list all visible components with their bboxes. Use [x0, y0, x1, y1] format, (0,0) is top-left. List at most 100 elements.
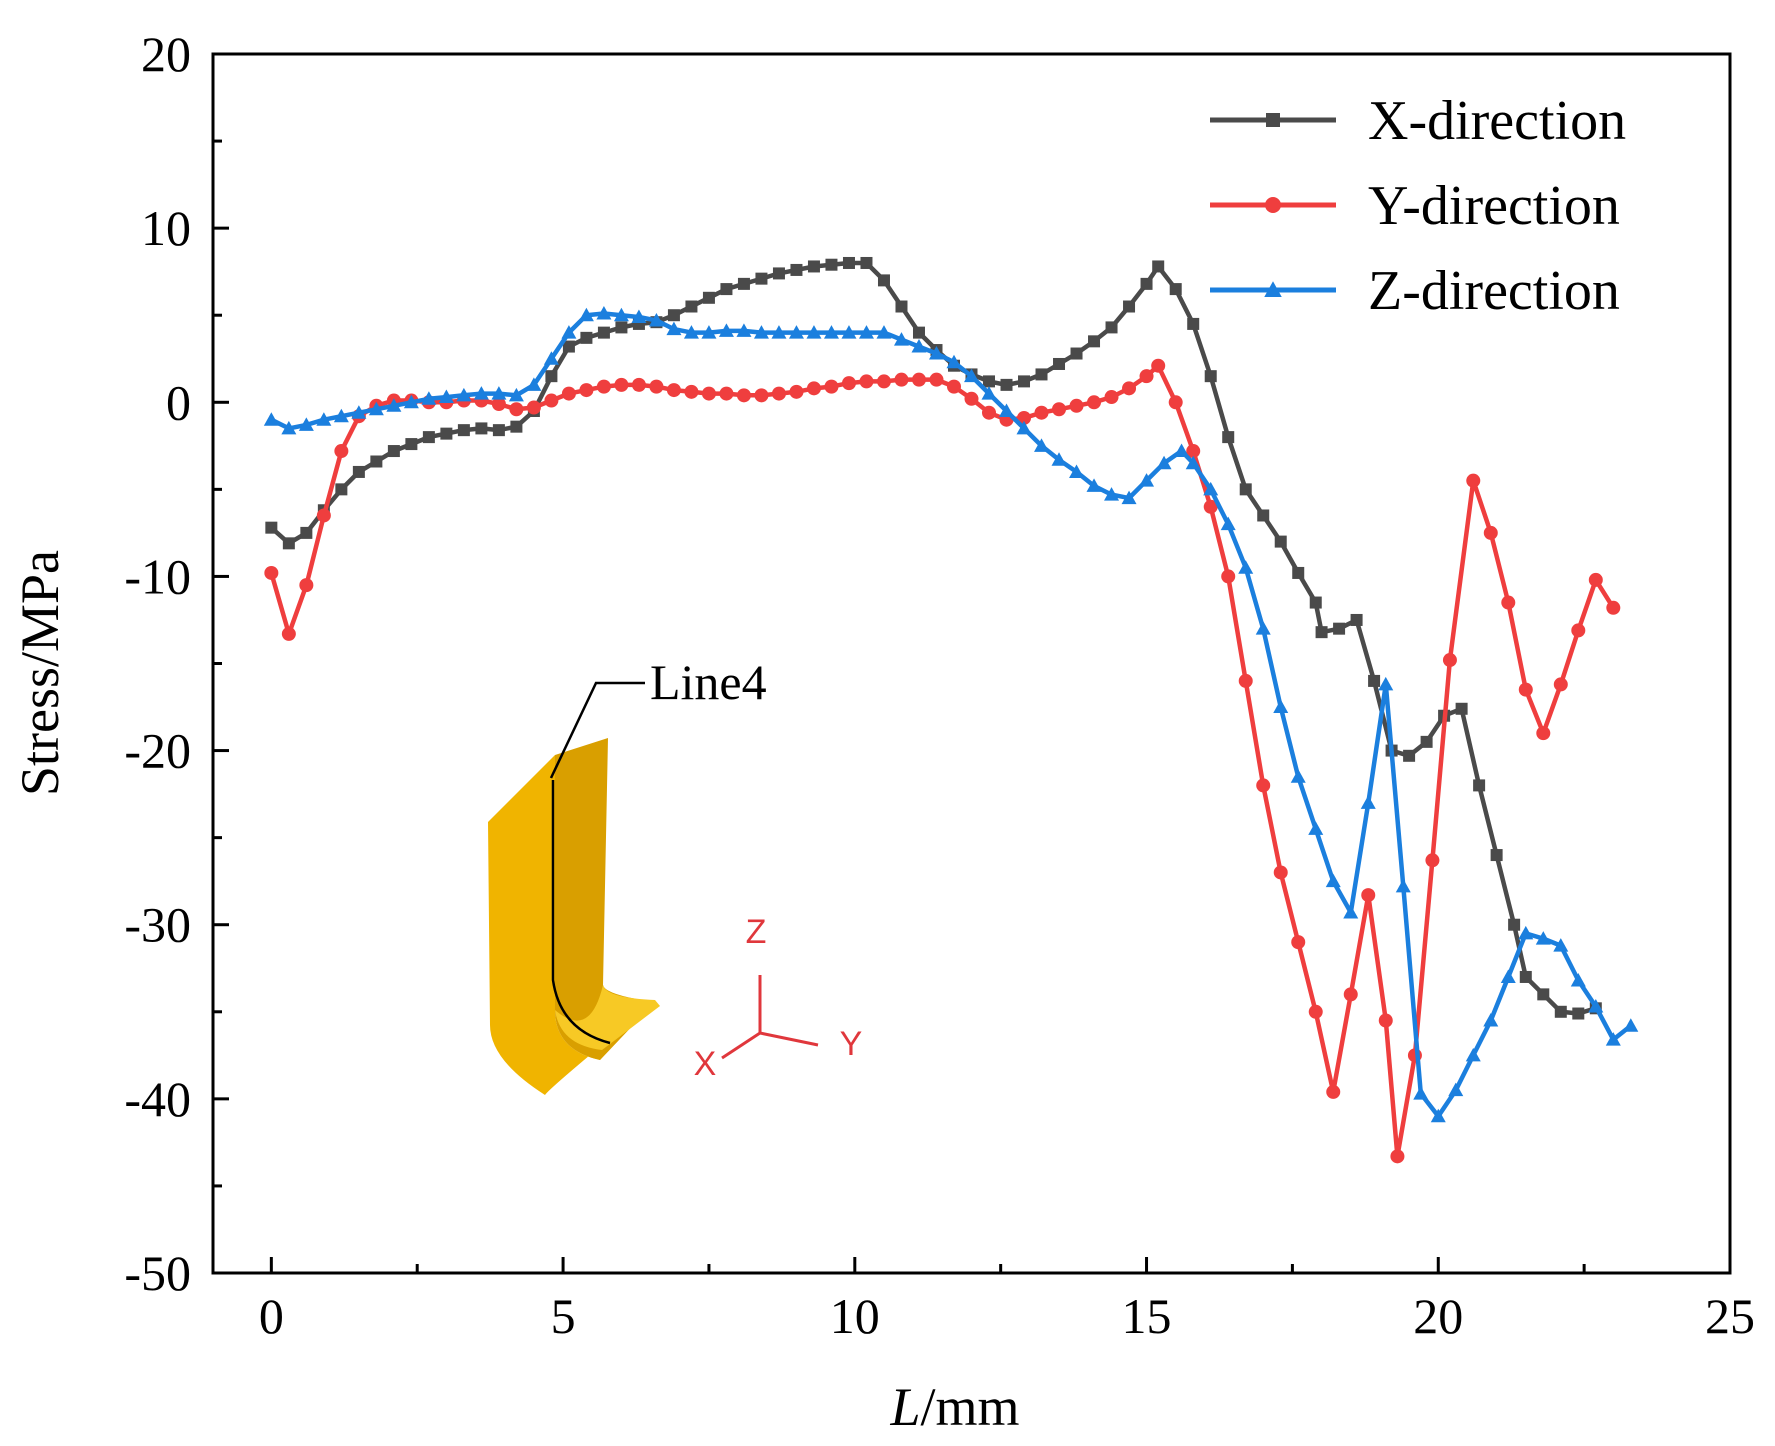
data-point-y-direction [299, 578, 314, 593]
data-point-z-direction [421, 391, 437, 405]
data-point-y-direction [596, 379, 611, 394]
data-point-z-direction [1378, 676, 1394, 691]
y-tick-label: -40 [124, 1071, 191, 1127]
data-point-z-direction [1588, 999, 1604, 1013]
data-point-y-direction [1483, 525, 1498, 540]
data-point-z-direction [876, 325, 892, 339]
data-point-z-direction [281, 420, 297, 435]
data-point-z-direction [1535, 931, 1551, 945]
data-point-z-direction [368, 401, 384, 416]
data-point-z-direction [1448, 1082, 1464, 1097]
data-point-y-direction [1034, 405, 1049, 420]
data-point-z-direction [806, 325, 822, 339]
data-point-y-direction [1501, 595, 1516, 610]
series-z-direction [263, 305, 1639, 1123]
data-point-z-direction [1104, 487, 1120, 501]
data-point-x-direction [825, 258, 838, 271]
data-point-z-direction [1255, 621, 1271, 635]
data-point-x-direction [667, 309, 680, 322]
data-point-y-direction [736, 388, 751, 403]
data-point-y-direction [1571, 623, 1586, 638]
y-axis-title: Stress/MPa [10, 550, 70, 796]
data-point-x-direction [1222, 431, 1235, 444]
data-point-x-direction [1187, 317, 1200, 330]
data-point-x-direction [1420, 735, 1433, 748]
data-point-y-direction [789, 384, 804, 399]
data-point-z-direction [1518, 925, 1534, 940]
z-axis-letter: Z [746, 913, 767, 951]
coordinate-axes-icon [721, 975, 819, 1060]
x-tick-label: 15 [1122, 1288, 1172, 1344]
data-point-y-direction [701, 386, 716, 401]
data-point-z-direction [1220, 516, 1236, 531]
data-point-z-direction [1553, 938, 1569, 952]
legend-swatch-marker [1266, 113, 1280, 127]
data-point-z-direction [858, 325, 874, 339]
data-point-y-direction [334, 444, 349, 459]
data-point-z-direction [1605, 1032, 1621, 1046]
data-point-z-direction [1360, 795, 1376, 809]
data-point-y-direction [614, 377, 629, 392]
data-point-x-direction [983, 375, 996, 388]
data-point-z-direction [964, 368, 979, 383]
data-point-y-direction [771, 386, 786, 401]
data-point-y-direction [1390, 1149, 1405, 1164]
data-point-z-direction [823, 325, 839, 339]
data-point-z-direction [316, 412, 332, 426]
x-tick-label: 0 [259, 1288, 284, 1344]
data-point-z-direction [1016, 420, 1032, 435]
data-point-y-direction [824, 379, 839, 394]
data-point-x-direction [405, 438, 418, 451]
x-axis-letter: X [694, 1045, 717, 1083]
line4-label: Line4 [650, 654, 767, 710]
legend-swatch-marker [1264, 281, 1282, 297]
series-x-direction [265, 256, 1602, 1020]
data-point-x-direction [1292, 566, 1305, 579]
data-point-z-direction [1430, 1108, 1446, 1123]
data-point-x-direction [457, 424, 470, 437]
data-point-x-direction [807, 260, 820, 273]
data-point-z-direction [561, 325, 577, 339]
data-point-z-direction [403, 394, 419, 409]
data-point-x-direction [1257, 509, 1270, 522]
data-point-x-direction [1473, 779, 1486, 792]
data-point-x-direction [685, 300, 698, 313]
data-point-x-direction [1309, 596, 1322, 609]
legend: X-direction Y-direction Z-direction [1210, 90, 1626, 322]
data-point-x-direction [1000, 378, 1013, 391]
part-shape-side [555, 738, 655, 1060]
legend-entry-y-direction: Y-direction [1210, 175, 1620, 237]
data-point-y-direction [806, 381, 821, 396]
data-point-z-direction [893, 332, 909, 346]
data-point-x-direction [1572, 1007, 1585, 1020]
data-point-x-direction [492, 424, 505, 437]
data-point-z-direction [386, 398, 402, 412]
data-point-x-direction [877, 274, 890, 287]
data-point-x-direction [1455, 702, 1468, 715]
data-point-x-direction [720, 283, 733, 296]
data-point-z-direction [438, 389, 454, 404]
data-point-y-direction [1588, 572, 1603, 587]
legend-entry-x-direction: X-direction [1210, 90, 1626, 152]
data-point-y-direction [561, 386, 576, 401]
data-point-x-direction [755, 272, 768, 285]
data-point-y-direction [666, 383, 681, 398]
data-point-y-direction [1606, 600, 1621, 615]
data-point-x-direction [1152, 260, 1165, 273]
data-point-y-direction [264, 565, 279, 580]
data-point-z-direction [473, 386, 489, 400]
data-point-x-direction [1403, 749, 1416, 762]
data-point-y-direction [1186, 444, 1201, 459]
data-point-y-direction [1518, 682, 1533, 697]
series-line-z-direction [270, 311, 1633, 1119]
data-point-y-direction [579, 383, 594, 398]
data-point-x-direction [1035, 368, 1048, 381]
data-point-z-direction [298, 417, 314, 431]
legend-label: X-direction [1368, 90, 1626, 152]
data-point-y-direction [1256, 778, 1271, 793]
legend-swatch-marker [1265, 197, 1281, 213]
data-point-x-direction [422, 431, 435, 444]
data-point-x-direction [1368, 674, 1381, 687]
data-point-y-direction [491, 397, 506, 412]
data-point-z-direction [1413, 1086, 1429, 1100]
